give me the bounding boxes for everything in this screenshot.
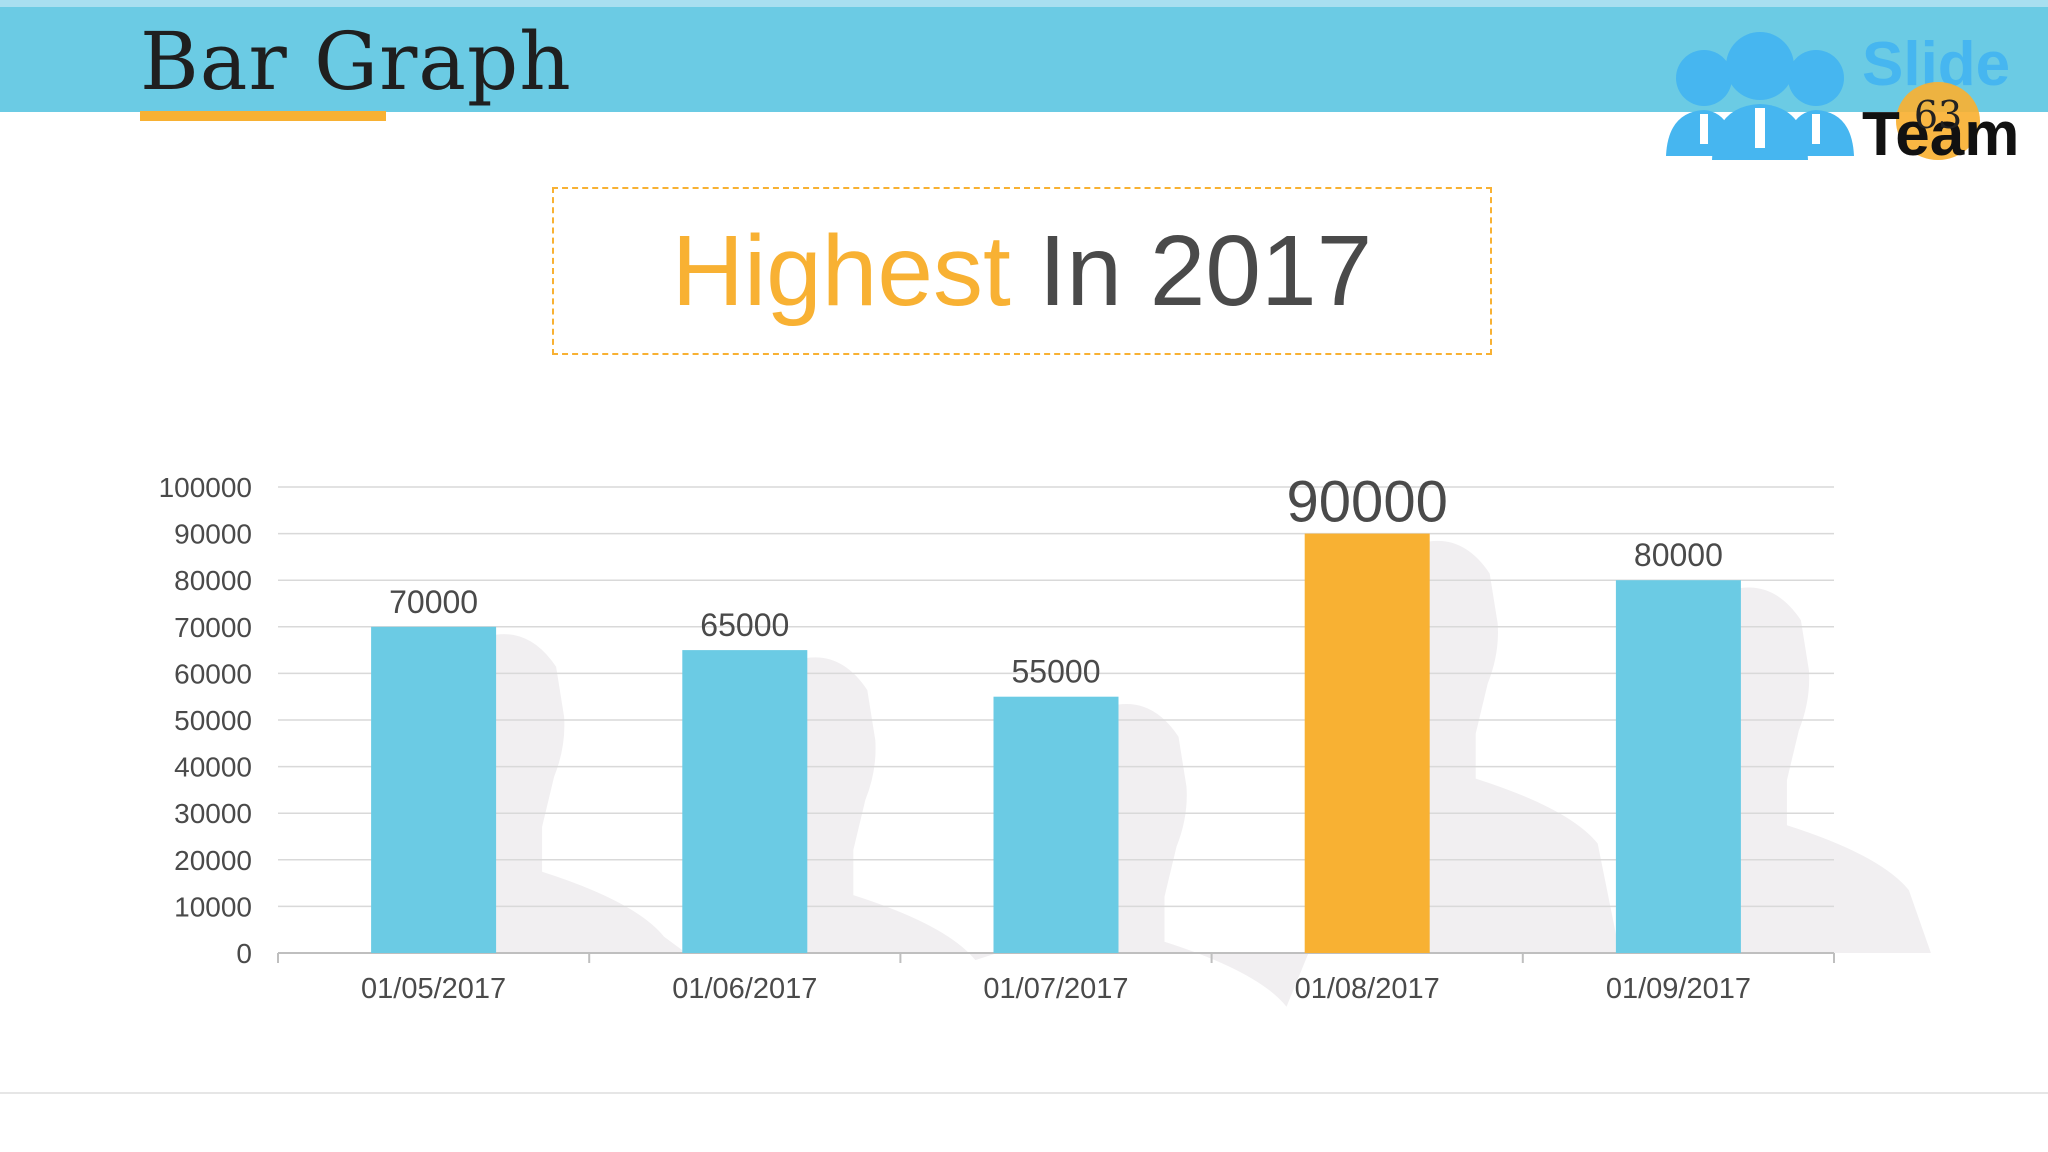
bar-01/05/2017	[371, 626, 497, 953]
y-tick-label: 40000	[174, 752, 252, 783]
slide-title: Bar Graph	[140, 15, 572, 108]
bar-01/07/2017	[993, 696, 1119, 953]
y-tick-label: 20000	[174, 845, 252, 876]
headline-rest: In 2017	[1010, 215, 1373, 327]
y-tick-label: 80000	[174, 565, 252, 596]
logo-word-team: Team	[1862, 100, 2020, 169]
bar-01/08/2017	[1304, 533, 1430, 953]
y-tick-label: 30000	[174, 798, 252, 829]
y-tick-label: 10000	[174, 891, 252, 922]
page-number-badge	[1896, 82, 1980, 160]
x-tick-label: 01/07/2017	[983, 973, 1128, 1005]
footer-divider	[0, 1092, 2048, 1094]
data-label: 90000	[1287, 470, 1448, 535]
x-tick-label: 01/09/2017	[1606, 973, 1751, 1005]
person-silhouette-3	[1108, 704, 1309, 1007]
y-tick-label: 90000	[174, 519, 252, 550]
x-tick-label: 01/05/2017	[361, 973, 506, 1005]
y-tick-label: 50000	[174, 705, 252, 736]
bar-01/06/2017	[682, 650, 808, 953]
top-accent-line	[0, 0, 2048, 7]
x-tick-label: 01/08/2017	[1295, 973, 1440, 1005]
data-label: 55000	[1012, 654, 1101, 690]
person-silhouette-4	[1419, 540, 1620, 953]
data-label: 70000	[389, 584, 478, 620]
page-number: 63	[1913, 93, 1963, 137]
data-label: 65000	[700, 607, 789, 643]
headline-highlight: Highest	[671, 215, 1011, 327]
data-label: 80000	[1634, 537, 1723, 573]
title-underline	[140, 111, 386, 121]
slideteam-logo-icon	[1666, 32, 1854, 160]
y-tick-label: 60000	[174, 658, 252, 689]
person-silhouette-5	[1730, 587, 1931, 953]
y-tick-label: 0	[236, 938, 252, 969]
x-tick-label: 01/06/2017	[672, 973, 817, 1005]
bar-01/09/2017	[1615, 580, 1741, 953]
y-tick-label: 100000	[159, 472, 252, 503]
y-tick-label: 70000	[174, 612, 252, 643]
headline-box: Highest In 2017	[552, 187, 1492, 355]
person-silhouette-1	[486, 634, 687, 953]
person-silhouette-2	[797, 657, 998, 961]
